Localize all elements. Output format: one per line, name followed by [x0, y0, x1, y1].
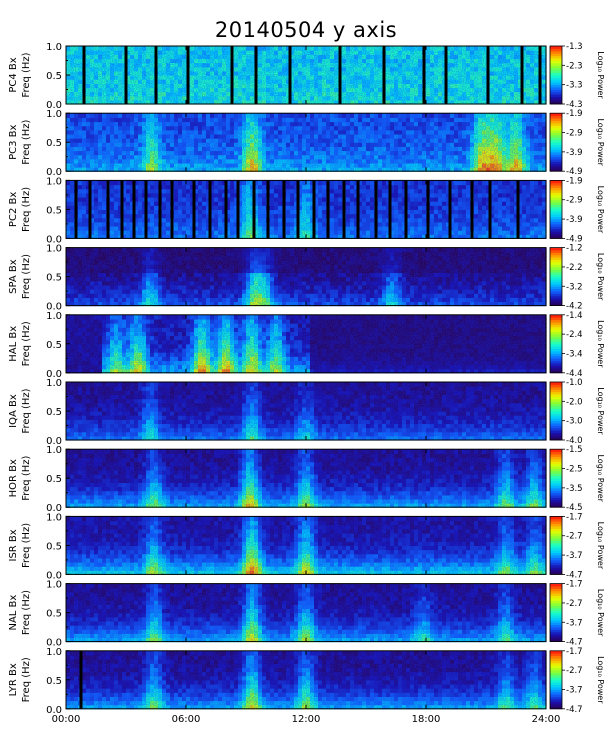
speckle-overlay [66, 113, 546, 171]
panel-pc2: 0.00.51.0PC2 Bx Freq (Hz)-1.9-2.9-3.9-4.9… [8, 176, 605, 245]
y-tick-label: 1.0 [46, 109, 62, 120]
data-gap-line [187, 46, 190, 104]
colorbar-segment [550, 145, 562, 148]
colorbar-segment [550, 164, 562, 167]
colorbar-segment [550, 99, 562, 102]
colorbar-segment [550, 118, 562, 121]
colorbar-segment [550, 58, 562, 61]
colorbar-segment [550, 63, 562, 66]
colorbar-segment [550, 51, 562, 54]
colorbar-segment [550, 113, 562, 116]
colorbar-segment [550, 73, 562, 76]
colorbar-segment [550, 116, 562, 119]
colorbar-label: Log₁₀ Power [596, 118, 605, 166]
y-tick-label: 0.5 [46, 71, 62, 82]
colorbar-segment [550, 135, 562, 138]
data-gap-line [83, 46, 86, 104]
colorbar-segment [550, 120, 562, 123]
data-gap-line [487, 46, 490, 104]
colorbar-segment [550, 70, 562, 73]
colorbar-segment [550, 162, 562, 165]
colorbar-segment [550, 61, 562, 64]
colorbar-segment [550, 90, 562, 93]
data-gap-line [521, 46, 524, 104]
y-tick-label: 1.0 [46, 42, 62, 53]
colorbar-tick-label: -1.3 [566, 42, 583, 52]
data-gap-line [255, 46, 258, 104]
data-gap-line [125, 46, 128, 104]
colorbar-segment [550, 125, 562, 128]
colorbar-segment [550, 53, 562, 56]
panel-ylabel-freq: Freq (Hz) [21, 120, 32, 165]
colorbar-segment [550, 128, 562, 131]
colorbar-segment [550, 123, 562, 126]
data-gap-line [289, 46, 292, 104]
colorbar-segment [550, 82, 562, 85]
colorbar-pc3: -1.9-2.9-3.9-4.9Log₁₀ Power [550, 109, 605, 177]
colorbar-segment [550, 97, 562, 100]
colorbar-segment [550, 142, 562, 145]
colorbar-segment [550, 68, 562, 71]
y-tick-label: 0.5 [46, 138, 62, 149]
panel-ylabel-station: PC3 Bx [8, 124, 19, 159]
colorbar-segment [550, 149, 562, 152]
colorbar-segment [550, 166, 562, 169]
colorbar-segment [550, 85, 562, 88]
spectrogram-stack: 0.00.51.0PC4 Bx Freq (Hz)-1.3-2.3-3.3-4.3… [0, 0, 612, 756]
colorbar-segment [550, 137, 562, 140]
panel-ylabel-freq: Freq (Hz) [21, 52, 32, 97]
data-gap-line [231, 46, 234, 104]
colorbar-segment [550, 130, 562, 133]
colorbar-segment [550, 147, 562, 150]
speckle-overlay [66, 46, 546, 104]
colorbar-segment [550, 46, 562, 49]
colorbar-segment [550, 154, 562, 157]
data-gap-line [339, 46, 342, 104]
data-gap-line [423, 46, 426, 104]
colorbar-segment [550, 140, 562, 143]
colorbar-tick-label: -2.3 [566, 61, 583, 71]
colorbar-segment [550, 92, 562, 95]
colorbar-segment [550, 159, 562, 162]
colorbar-tick-label: -1.9 [566, 109, 583, 119]
colorbar-tick-label: -3.9 [566, 148, 583, 158]
data-gap-line [445, 46, 448, 104]
data-gap-line [383, 46, 386, 104]
colorbar-segment [550, 48, 562, 51]
colorbar-segment [550, 94, 562, 97]
colorbar-segment [550, 133, 562, 136]
colorbar-tick-label: -2.9 [566, 129, 583, 139]
colorbar-segment [550, 87, 562, 90]
colorbar-segment [550, 56, 562, 59]
colorbar-tick-label: -3.3 [566, 81, 583, 91]
colorbar-label: Log₁₀ Power [596, 51, 605, 99]
colorbar-segment [550, 65, 562, 68]
colorbar-segment [550, 152, 562, 155]
colorbar-segment [550, 80, 562, 83]
colorbar-segment [550, 157, 562, 160]
colorbar-segment [550, 75, 562, 78]
data-gap-line [539, 46, 542, 104]
data-gap-line [155, 46, 158, 104]
colorbar-segment [550, 77, 562, 80]
panel-ylabel-station: PC4 Bx [8, 57, 19, 92]
